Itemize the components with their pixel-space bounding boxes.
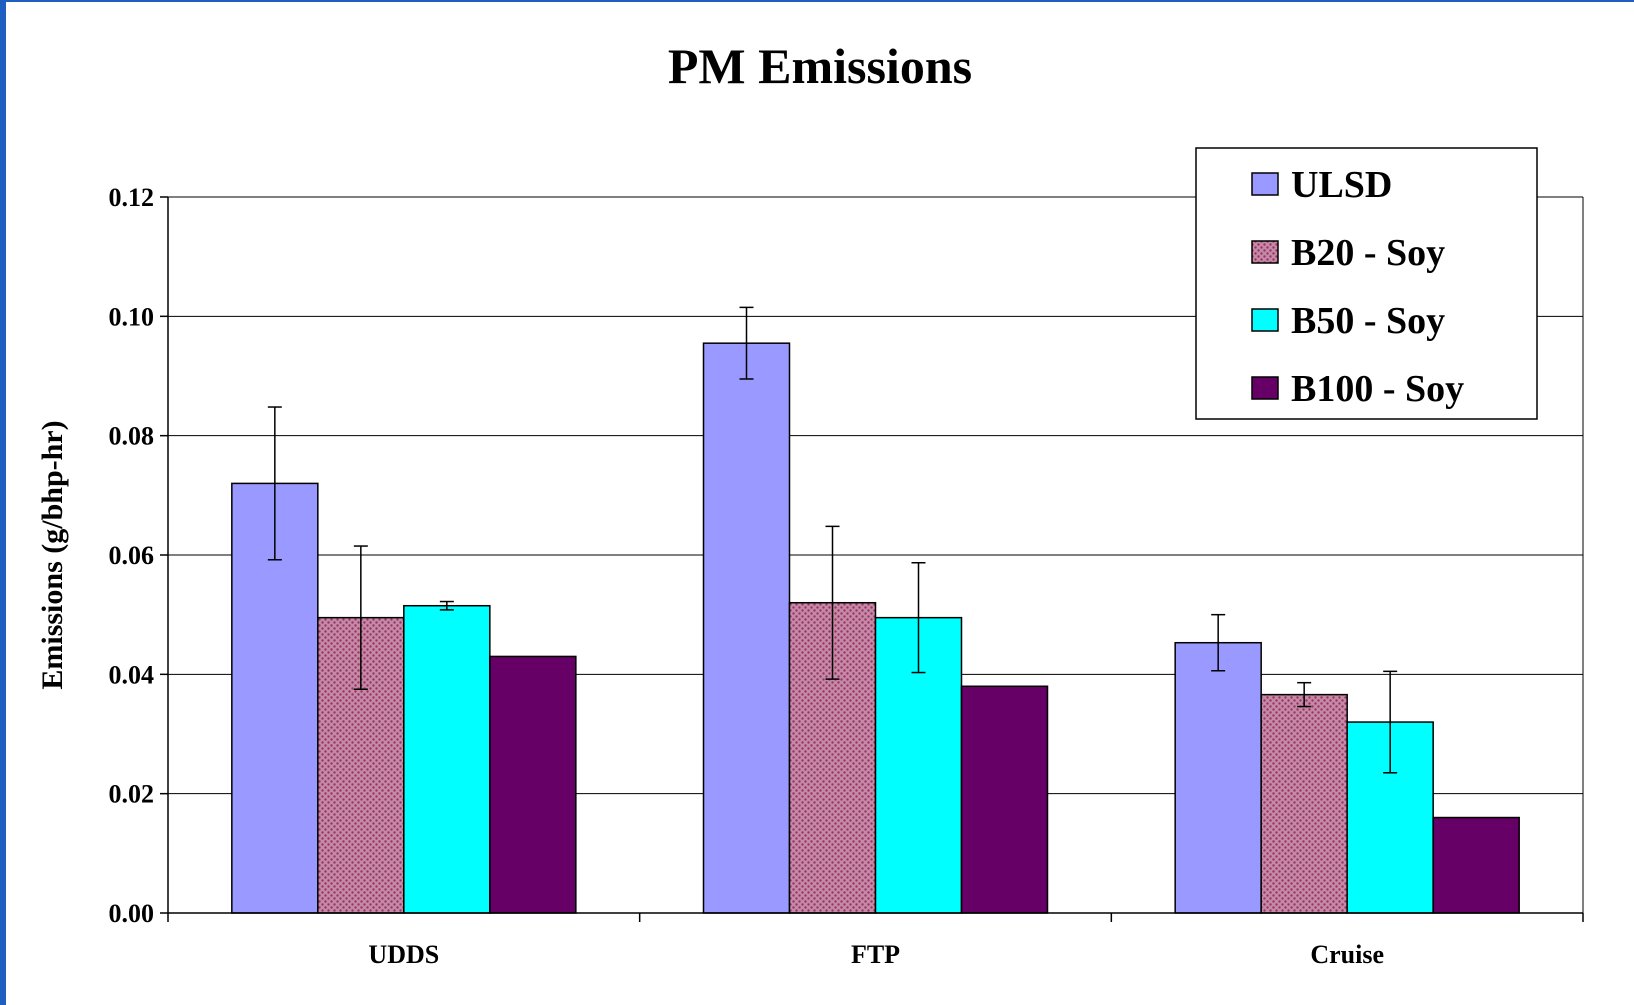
y-tick-label: 0.08 [109, 422, 155, 451]
bar [1432, 816, 1520, 914]
bar [1174, 641, 1262, 914]
legend-label: B100 - Soy [1291, 368, 1464, 410]
legend-swatch [1251, 308, 1279, 332]
legend-label: B20 - Soy [1291, 232, 1445, 274]
legend-swatch [1251, 172, 1279, 196]
legend-label: ULSD [1291, 164, 1392, 206]
y-axis-label: Emissions (g/bhp-hr) [36, 420, 69, 689]
legend: ULSD B20 - Soy B50 - Soy B100 - Soy [1195, 147, 1538, 420]
y-tick-label: 0.12 [109, 183, 155, 212]
top-accent-strip [0, 0, 1634, 2]
bars [231, 306, 1520, 914]
bar [960, 685, 1049, 914]
bar [489, 655, 577, 914]
chart-title: PM Emissions [668, 38, 972, 94]
legend-box [1195, 147, 1538, 420]
left-accent-strip [0, 0, 6, 1005]
y-tick-label: 0.04 [109, 660, 155, 689]
y-tick-label: 0.02 [109, 780, 155, 809]
legend-swatch [1251, 376, 1279, 400]
y-tick-labels: 0.00 0.02 0.04 0.06 0.08 0.10 0.12 [109, 183, 155, 928]
bar [1260, 693, 1348, 914]
axes [160, 196, 1584, 922]
x-tick-label: UDDS [368, 940, 439, 969]
legend-swatch [1251, 240, 1279, 264]
x-tick-labels: UDDS FTP Cruise [368, 940, 1384, 969]
legend-label: B50 - Soy [1291, 300, 1445, 342]
x-tick-label: FTP [851, 940, 900, 969]
y-tick-label: 0.10 [109, 302, 155, 331]
y-tick-label: 0.06 [109, 541, 155, 570]
bar [702, 342, 791, 914]
bar [403, 604, 491, 914]
x-tick-label: Cruise [1310, 940, 1384, 969]
y-tick-label: 0.00 [109, 899, 155, 928]
